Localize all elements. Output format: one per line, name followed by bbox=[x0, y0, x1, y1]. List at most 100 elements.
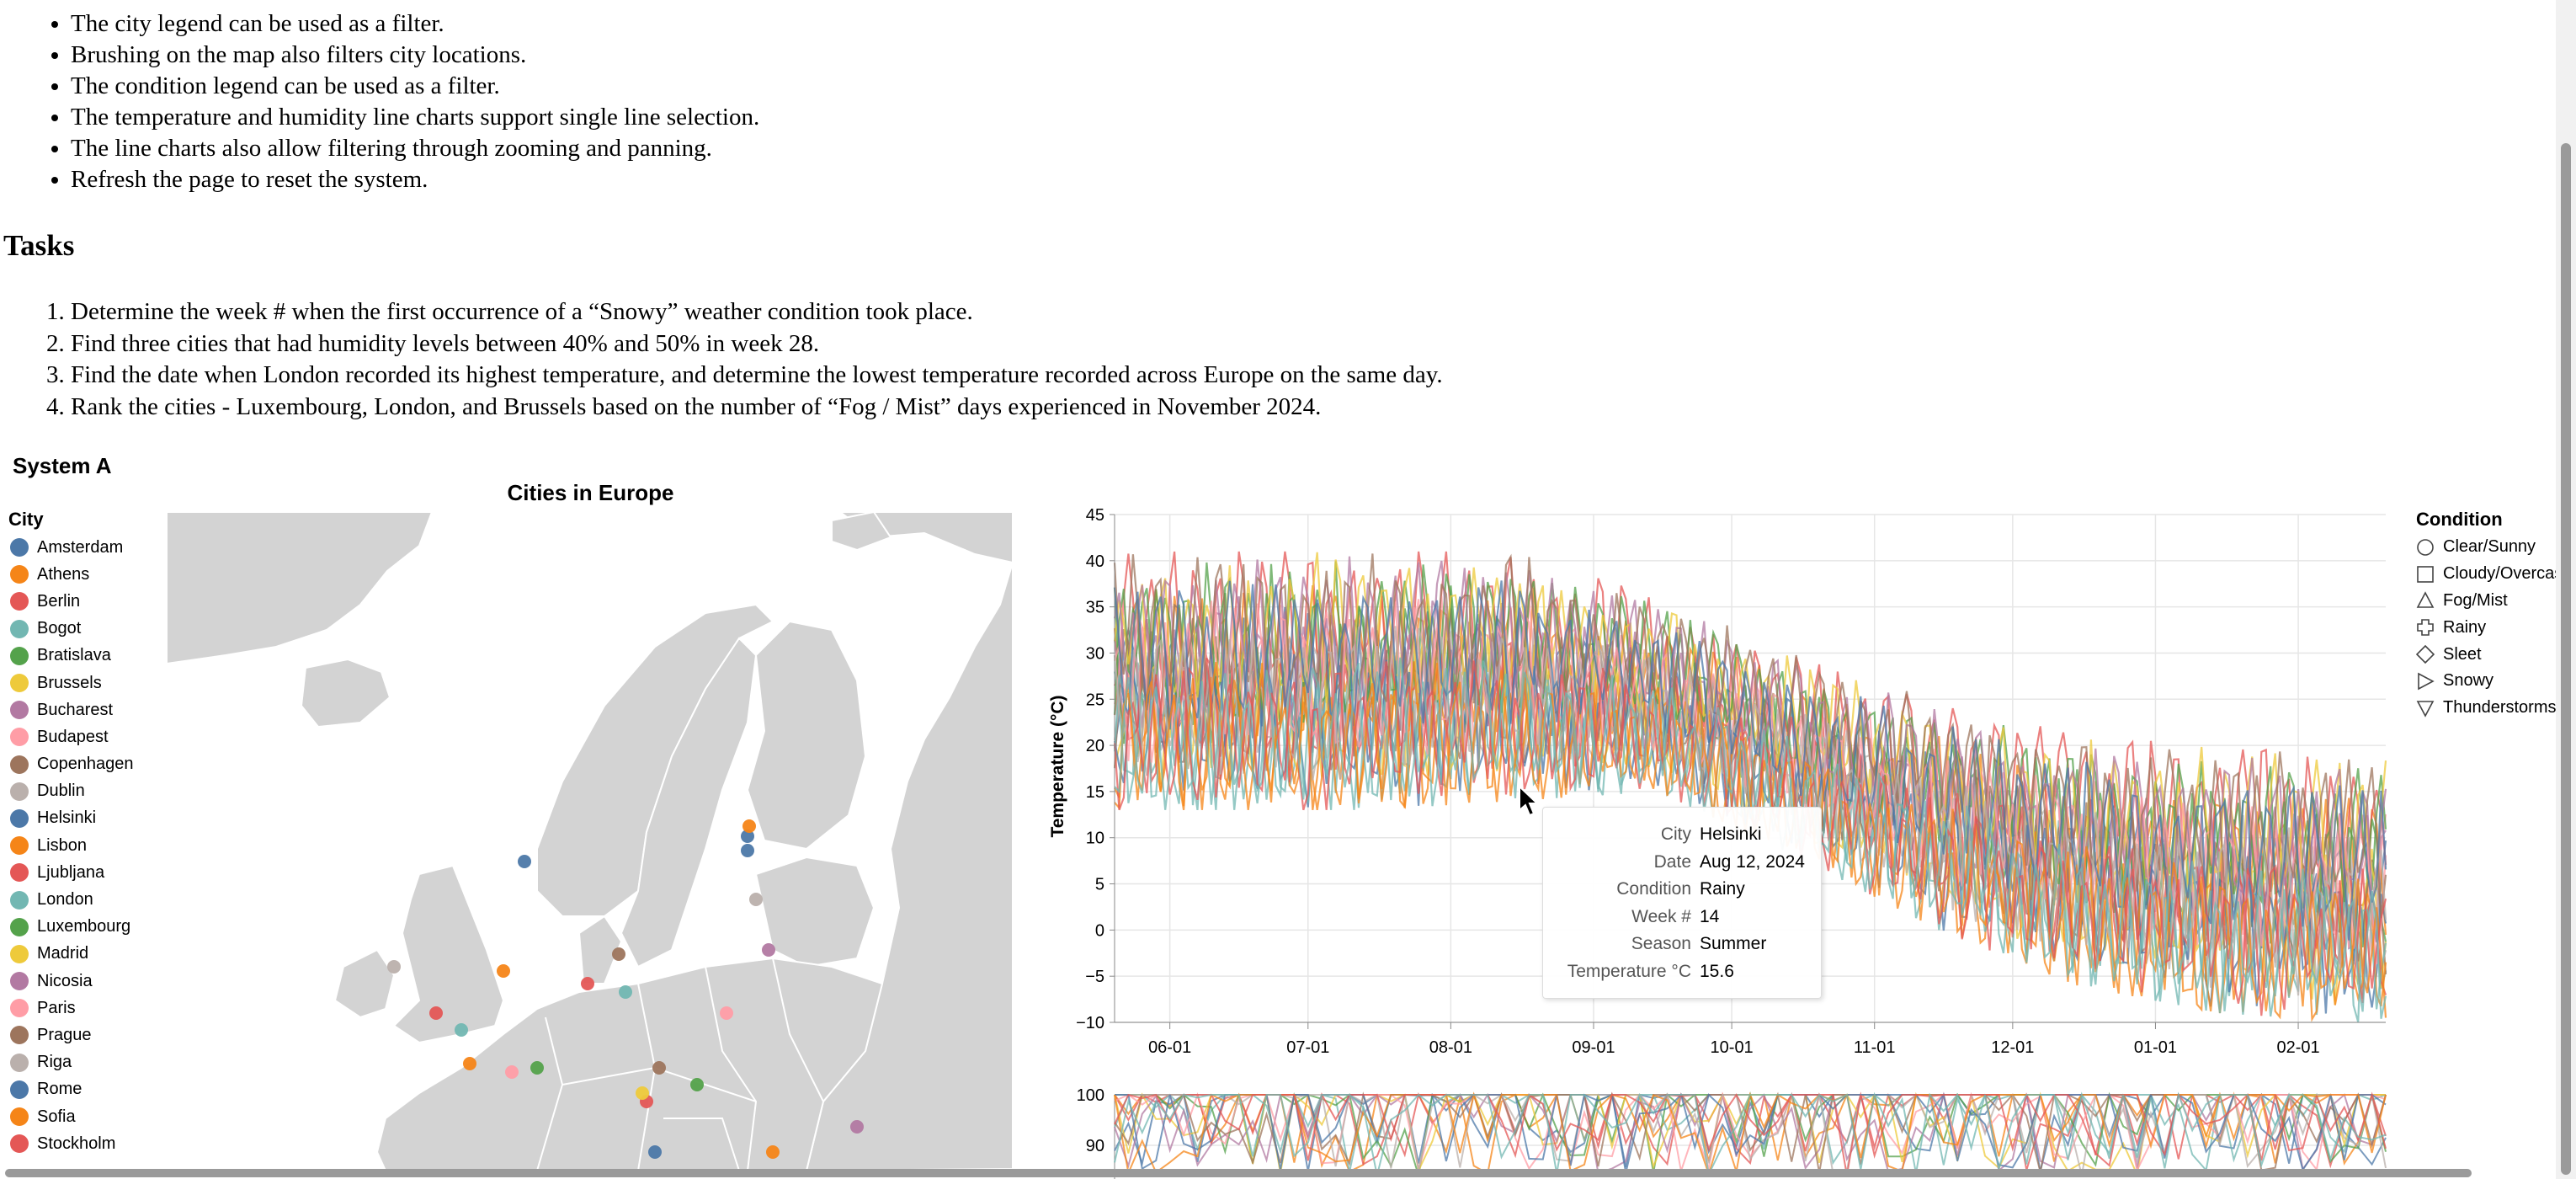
tooltip-row: City Helsinki bbox=[1543, 821, 1805, 849]
city-legend-item[interactable]: Copenhagen bbox=[8, 751, 168, 778]
city-color-swatch bbox=[10, 782, 29, 801]
city-legend-item[interactable]: Sofia bbox=[8, 1103, 168, 1130]
city-marker[interactable] bbox=[455, 1023, 468, 1037]
series-line[interactable] bbox=[1113, 553, 2387, 919]
x-tick-label: 12-01 bbox=[1991, 1038, 2034, 1057]
city-legend-item[interactable]: Prague bbox=[8, 1022, 168, 1048]
city-marker[interactable] bbox=[463, 1057, 476, 1070]
city-legend-item[interactable]: Rome bbox=[8, 1076, 168, 1103]
x-tick-label: 11-01 bbox=[1854, 1038, 1896, 1057]
city-marker[interactable] bbox=[741, 844, 754, 857]
y-tick-label: −5 bbox=[1085, 968, 1104, 986]
city-marker[interactable] bbox=[850, 1120, 864, 1134]
city-marker[interactable] bbox=[505, 1065, 519, 1079]
horizontal-scrollbar-thumb[interactable] bbox=[5, 1169, 2472, 1177]
city-legend-item[interactable]: Paris bbox=[8, 995, 168, 1022]
city-legend-item[interactable]: Madrid bbox=[8, 941, 168, 968]
x-tick-label: 08-01 bbox=[1429, 1038, 1472, 1057]
map-land bbox=[167, 512, 1013, 1171]
vertical-scrollbar-thumb[interactable] bbox=[2561, 143, 2571, 1175]
city-color-swatch bbox=[10, 808, 29, 828]
city-marker[interactable] bbox=[619, 985, 632, 999]
humidity-line-chart[interactable]: 100 90 bbox=[1077, 1086, 2387, 1179]
city-color-swatch bbox=[10, 1080, 29, 1099]
humidity-series-line[interactable] bbox=[1114, 1091, 2387, 1177]
city-marker[interactable] bbox=[612, 947, 625, 961]
city-legend-label: Rome bbox=[37, 1080, 82, 1099]
tooltip-key: Condition bbox=[1616, 879, 1691, 899]
city-legend-item[interactable]: Bogot bbox=[8, 616, 168, 643]
series-line[interactable] bbox=[1114, 661, 2387, 1020]
circle-icon bbox=[2417, 539, 2434, 556]
condition-legend-item[interactable]: Cloudy/Overcas bbox=[2416, 561, 2563, 588]
city-color-swatch bbox=[10, 538, 29, 557]
city-marker[interactable] bbox=[652, 1061, 666, 1075]
humidity-series-line[interactable] bbox=[1114, 1091, 2387, 1176]
city-legend-label: Amsterdam bbox=[37, 537, 124, 557]
condition-legend-label: Fog/Mist bbox=[2443, 590, 2508, 610]
city-legend-item[interactable]: Bucharest bbox=[8, 696, 168, 723]
city-marker[interactable] bbox=[742, 819, 756, 833]
city-marker[interactable] bbox=[497, 964, 510, 978]
city-legend-item[interactable]: Riga bbox=[8, 1049, 168, 1076]
city-marker[interactable] bbox=[690, 1078, 704, 1091]
city-marker[interactable] bbox=[720, 1006, 733, 1020]
city-legend-item[interactable]: Dublin bbox=[8, 778, 168, 805]
city-color-swatch bbox=[10, 1107, 29, 1127]
city-legend-label: Prague bbox=[37, 1025, 92, 1044]
europe-map[interactable] bbox=[167, 512, 1013, 1171]
city-marker[interactable] bbox=[741, 830, 754, 843]
triangle-up-icon bbox=[2416, 591, 2435, 609]
city-marker[interactable] bbox=[530, 1061, 544, 1075]
y-tick-label: 0 bbox=[1095, 921, 1104, 940]
city-marker[interactable] bbox=[766, 1145, 780, 1159]
city-color-swatch bbox=[10, 592, 29, 611]
condition-legend-item[interactable]: Rainy bbox=[2416, 614, 2563, 641]
chart-series[interactable] bbox=[1113, 551, 2387, 1022]
y-tick-label: 35 bbox=[1086, 599, 1104, 617]
condition-legend-item[interactable]: Snowy bbox=[2416, 668, 2563, 695]
tooltip-key: Date bbox=[1653, 851, 1691, 872]
city-legend-item[interactable]: Athens bbox=[8, 561, 168, 588]
city-markers[interactable] bbox=[387, 819, 864, 1159]
city-marker[interactable] bbox=[518, 855, 531, 868]
city-marker[interactable] bbox=[387, 960, 401, 974]
y-tick-label: 30 bbox=[1086, 644, 1104, 663]
temperature-line-chart[interactable]: 45 40 35 30 25 20 15 10 5 0 −5 −10 06-01 07-01 08-01 09… bbox=[1035, 501, 2408, 1179]
city-color-swatch bbox=[10, 917, 29, 936]
city-legend-item[interactable]: Helsinki bbox=[8, 805, 168, 832]
city-legend-item[interactable]: Stockholm bbox=[8, 1130, 168, 1157]
city-legend-item[interactable]: Nicosia bbox=[8, 968, 168, 995]
city-legend-item[interactable]: Amsterdam bbox=[8, 534, 168, 561]
city-marker[interactable] bbox=[762, 943, 775, 957]
x-tick-label: 07-01 bbox=[1286, 1038, 1329, 1057]
city-legend-item[interactable]: Lisbon bbox=[8, 832, 168, 859]
city-marker[interactable] bbox=[749, 893, 763, 906]
city-marker[interactable] bbox=[429, 1006, 443, 1020]
condition-legend-item[interactable]: Sleet bbox=[2416, 641, 2563, 668]
city-legend-item[interactable]: Brussels bbox=[8, 670, 168, 696]
city-legend-item[interactable]: Bratislava bbox=[8, 643, 168, 670]
city-legend-label: Bratislava bbox=[37, 646, 111, 665]
tooltip-row: Date Aug 12, 2024 bbox=[1543, 849, 1805, 877]
city-legend-item[interactable]: Ljubljana bbox=[8, 859, 168, 886]
city-color-swatch bbox=[10, 646, 29, 665]
city-legend-label: Sofia bbox=[37, 1107, 76, 1126]
condition-legend-item[interactable]: Clear/Sunny bbox=[2416, 534, 2563, 561]
city-legend-item[interactable]: London bbox=[8, 886, 168, 913]
series-line[interactable] bbox=[1113, 580, 2387, 941]
condition-legend-item[interactable]: Fog/Mist bbox=[2416, 588, 2563, 615]
horizontal-scrollbar[interactable] bbox=[0, 1167, 2556, 1179]
city-marker[interactable] bbox=[636, 1086, 649, 1100]
condition-legend: Condition Clear/Sunny Cloudy/Overcas Fog/M… bbox=[2416, 509, 2563, 722]
series-line[interactable] bbox=[1113, 551, 2387, 883]
condition-legend-item[interactable]: Thunderstorms bbox=[2416, 695, 2563, 722]
vertical-scrollbar[interactable] bbox=[2556, 0, 2576, 1179]
city-legend-item[interactable]: Luxembourg bbox=[8, 914, 168, 941]
city-legend-item[interactable]: Budapest bbox=[8, 723, 168, 750]
instruction-item: The condition legend can be used as a fi… bbox=[71, 71, 759, 102]
city-legend-item[interactable]: Berlin bbox=[8, 588, 168, 615]
city-marker[interactable] bbox=[581, 977, 594, 990]
city-color-swatch bbox=[10, 863, 29, 883]
city-marker[interactable] bbox=[648, 1145, 662, 1159]
